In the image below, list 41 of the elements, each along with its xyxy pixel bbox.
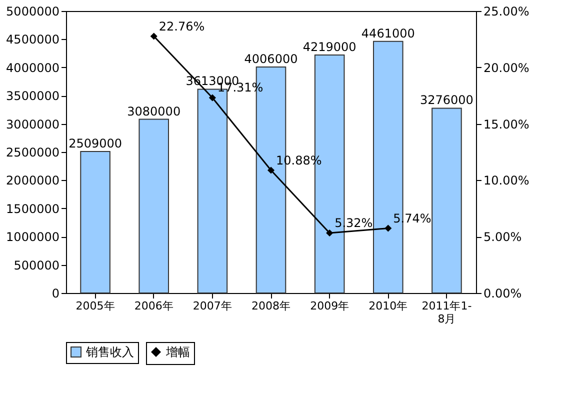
bar — [432, 108, 462, 294]
legend-label: 增幅 — [165, 345, 190, 359]
y-tick-label: 0 — [52, 286, 60, 300]
point — [208, 94, 216, 102]
x-tick-label: 2005年 — [76, 300, 115, 312]
x-tick-label: 2009年 — [310, 300, 350, 312]
x-tick-label: 2008年 — [252, 300, 290, 312]
legend-label: 销售收入 — [85, 345, 134, 359]
data-label: 4461000 — [361, 26, 415, 40]
y2-tick-label: 10.00% — [484, 174, 530, 188]
y-tick-label: 500000 — [14, 258, 60, 272]
x-tick-label: 2011年1-8月 — [422, 300, 472, 326]
bar — [80, 150, 110, 294]
point — [150, 32, 158, 40]
data-label: 3276000 — [420, 93, 474, 108]
bar — [138, 118, 169, 294]
y2-tick-label: 0.00% — [484, 286, 522, 300]
data-label: 3080000 — [127, 104, 181, 118]
y-tick-label: 5000000 — [6, 4, 60, 18]
y2-tick-label: 20.00% — [484, 60, 530, 75]
y-tick-label: 3500000 — [6, 89, 60, 104]
y-tick-label: 4000000 — [6, 60, 60, 75]
data-label: 4219000 — [302, 40, 356, 54]
data-label: 22.76% — [158, 19, 205, 34]
point — [384, 224, 392, 232]
data-label: 2509000 — [68, 136, 122, 150]
data-label: 4006000 — [244, 52, 298, 66]
x-tick-label: 2010年 — [368, 300, 408, 312]
x-tick-label: 2007年 — [192, 300, 232, 312]
y-tick-label: 1000000 — [6, 230, 60, 244]
y-tick-label: 2500000 — [6, 146, 60, 160]
point — [326, 229, 334, 237]
point — [267, 166, 275, 174]
y2-tick-label: 5.00% — [484, 230, 522, 244]
y-tick-label: 3000000 — [6, 117, 60, 132]
x-tick-label: 2006年 — [134, 300, 174, 312]
y2-tick-label: 25.00% — [484, 4, 530, 18]
y-tick-label: 1500000 — [6, 202, 60, 216]
y2-tick-label: 15.00% — [484, 117, 530, 132]
y-tick-label: 4500000 — [6, 32, 60, 47]
y-tick-label: 2000000 — [6, 174, 60, 188]
